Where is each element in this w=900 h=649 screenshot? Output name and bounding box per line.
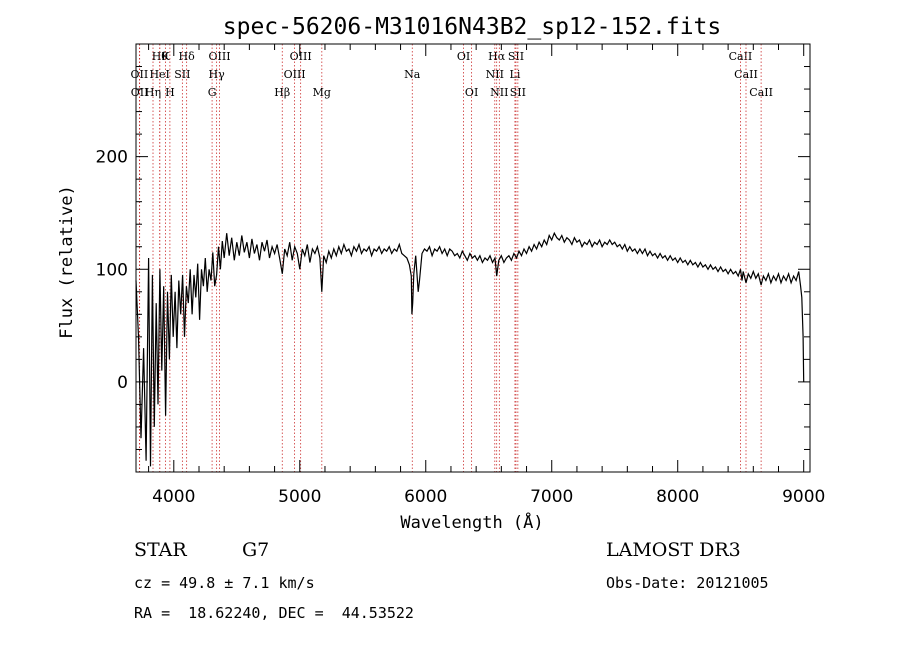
y-axis-label: Flux (relative) [57,185,77,339]
line-label-1: K [161,50,170,63]
y-tick-label-0: 0 [117,373,128,393]
line-label-2: Hδ [179,50,196,63]
line-label-22: Hβ [274,86,290,99]
line-label-17: CaII [734,68,758,81]
x-tick-label-4000: 4000 [152,487,195,507]
line-label-24: OI [465,86,478,99]
axis-ticks: 4000 5000 6000 7000 8000 9000 0 100 200 [96,44,825,507]
line-label-27: CaII [749,86,773,99]
x-tick-label-9000: 9000 [782,487,825,507]
line-label-25: NII [490,86,508,99]
line-label-15: NII [486,68,504,81]
spectrum-line [135,231,805,467]
chart-title: spec-56206-M31016N43B2_sp12-152.fits [223,14,722,40]
line-label-12: Hγ [209,68,226,81]
object-class: STAR [134,539,187,561]
obs-date: Obs-Date: 20121005 [606,574,769,592]
line-label-0: Hθ [152,50,169,63]
coordinates-text: RA = 18.62240, DEC = 44.53522 [134,604,414,622]
y-tick-label-200: 200 [96,148,128,168]
redshift-text: cz = 49.8 ± 7.1 km/s [134,574,315,592]
line-label-10: HeI [149,68,169,81]
line-label-20: H [165,86,175,99]
x-tick-label-7000: 7000 [530,487,573,507]
line-label-16: Li [510,68,521,81]
line-label-4: OIII [290,50,312,63]
line-label-13: OIII [284,68,306,81]
line-label-9: OII [131,68,149,81]
line-label-3: OIII [208,50,230,63]
line-label-14: Na [404,68,421,81]
line-label-21: G [208,86,217,99]
y-tick-label-100: 100 [96,260,128,280]
line-label-8: CaII [729,50,753,63]
line-label-6: Hα [488,50,506,63]
line-label-23: Mg [313,86,331,99]
line-label-5: OI [457,50,470,63]
object-subclass: G7 [242,539,270,561]
x-tick-label-6000: 6000 [404,487,447,507]
survey-name: LAMOST DR3 [606,539,741,561]
x-tick-label-8000: 8000 [656,487,699,507]
line-label-18: OII [131,86,149,99]
x-tick-label-5000: 5000 [278,487,321,507]
line-label-7: SII [508,50,524,63]
x-axis-label: Wavelength (Å) [400,511,543,533]
line-label-11: SII [174,68,190,81]
line-label-19: Hη [145,86,161,99]
plot-frame [135,43,811,473]
line-label-26: SII [510,86,526,99]
